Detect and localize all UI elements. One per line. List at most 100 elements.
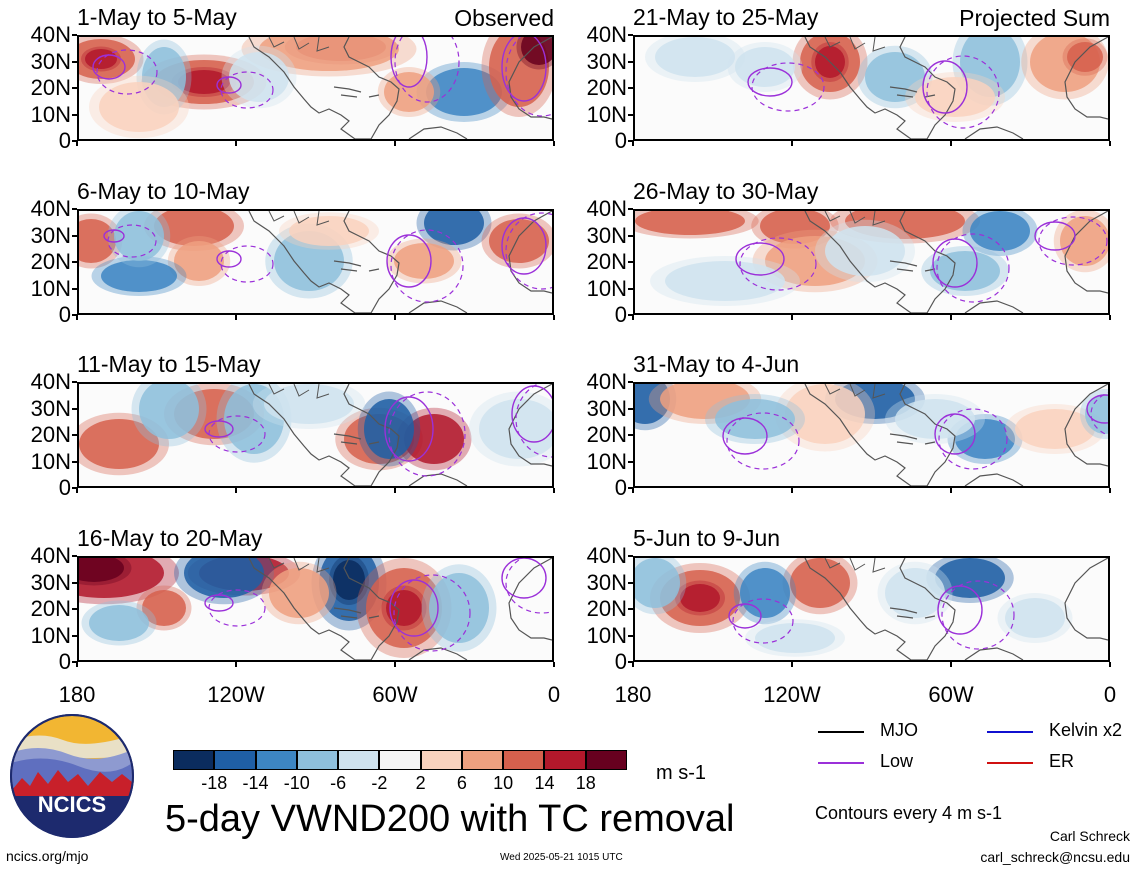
legend-label: Low: [880, 751, 914, 771]
y-tick: [628, 460, 633, 463]
x-tick: [1109, 488, 1111, 493]
x-tick: [791, 662, 793, 667]
y-tick-label: 10N: [586, 101, 627, 127]
y-tick-label: 10N: [30, 622, 71, 648]
y-tick: [72, 460, 77, 463]
colorbar-label: -10: [283, 773, 310, 793]
x-tick: [553, 662, 555, 667]
colorbar-swatch: [296, 750, 339, 770]
colorbar-label: -18: [201, 773, 228, 793]
x-tick: [632, 662, 634, 667]
x-tick: [235, 662, 237, 667]
x-tick: [1109, 315, 1111, 320]
map-panel: [77, 556, 554, 662]
x-tick: [76, 141, 78, 146]
colorbar-label: -14: [242, 773, 269, 793]
y-tick-label: 40N: [586, 22, 627, 47]
y-tick-label: 20N: [30, 596, 71, 621]
x-tick: [950, 141, 952, 146]
y-tick-label: 0: [614, 475, 627, 500]
y-tick: [72, 34, 77, 36]
colorbar-swatch: [255, 750, 297, 770]
y-tick-label: 10N: [30, 275, 71, 301]
colorbar-swatch: [379, 750, 421, 770]
x-tick: [394, 488, 396, 493]
x-tick: [950, 488, 952, 493]
x-tick: [394, 315, 396, 320]
y-tick-label: 40N: [586, 369, 627, 394]
y-tick-label: 20N: [586, 422, 627, 447]
y-tick: [72, 381, 77, 383]
y-tick-label: 40N: [30, 369, 71, 394]
y-tick: [628, 113, 633, 116]
panel-tag: Projected Sum: [959, 5, 1110, 31]
panel-title: 16-May to 20-May: [77, 525, 263, 551]
x-tick: [791, 488, 793, 493]
y-tick-label: 20N: [30, 422, 71, 447]
y-tick: [72, 634, 77, 637]
y-tick: [72, 608, 77, 610]
main-title: 5-day VWND200 with TC removal: [165, 798, 735, 840]
x-tick: [1109, 662, 1111, 667]
legend-label: MJO: [880, 720, 918, 740]
x-tick-label: 180: [58, 682, 96, 707]
y-tick: [628, 87, 633, 89]
y-tick: [628, 208, 633, 210]
colorbar-swatch: [173, 750, 215, 770]
x-tick-label: 0: [1103, 682, 1117, 707]
y-tick: [72, 113, 77, 116]
y-tick-label: 0: [58, 649, 71, 674]
colorbar-label: 10: [493, 773, 514, 793]
y-tick-label: 0: [58, 128, 71, 153]
y-tick-label: 40N: [586, 196, 627, 221]
y-tick-label: 20N: [586, 249, 627, 274]
x-tick: [394, 141, 396, 146]
y-tick-label: 40N: [586, 543, 627, 568]
y-tick-label: 30N: [586, 48, 627, 74]
x-tick-label: 60W: [928, 682, 974, 707]
y-tick: [72, 314, 77, 316]
legend-line: [987, 731, 1033, 733]
y-tick: [72, 555, 77, 557]
y-tick: [628, 60, 633, 63]
y-tick: [628, 314, 633, 316]
y-tick: [628, 661, 633, 663]
y-tick-label: 0: [614, 649, 627, 674]
colorbar-label: 14: [534, 773, 555, 793]
legend-line: [987, 762, 1033, 764]
map-panel: [77, 35, 554, 141]
y-tick: [72, 487, 77, 489]
panel-title: 1-May to 5-May: [77, 4, 237, 30]
y-tick: [72, 261, 77, 263]
colorbar-swatch: [420, 750, 462, 770]
y-tick-label: 40N: [30, 196, 71, 221]
y-tick: [72, 287, 77, 290]
footer-timestamp: Wed 2025-05-21 1015 UTC: [500, 852, 623, 863]
y-tick-label: 30N: [586, 395, 627, 421]
y-tick: [628, 555, 633, 557]
y-tick-label: 30N: [30, 222, 71, 248]
colorbar-label: -2: [371, 773, 388, 793]
panel-title: 5-Jun to 9-Jun: [633, 525, 781, 551]
y-tick: [628, 140, 633, 142]
colorbar-label: 18: [575, 773, 596, 793]
x-tick: [235, 141, 237, 146]
panel-title: 26-May to 30-May: [633, 178, 819, 204]
y-tick-label: 10N: [586, 622, 627, 648]
y-tick: [628, 434, 633, 436]
x-tick: [791, 315, 793, 320]
colorbar-swatch: [503, 750, 545, 770]
x-tick: [791, 141, 793, 146]
y-tick: [72, 434, 77, 436]
y-tick: [628, 634, 633, 637]
panel-tag: Observed: [454, 5, 554, 31]
y-tick-label: 0: [58, 302, 71, 327]
x-tick: [235, 315, 237, 320]
contours-note: Contours every 4 m s-1: [815, 803, 1003, 823]
y-tick: [628, 34, 633, 36]
y-tick: [628, 581, 633, 584]
ncics-logo: NCICS: [8, 712, 136, 840]
y-tick-label: 10N: [30, 101, 71, 127]
y-tick-label: 30N: [586, 222, 627, 248]
x-tick: [394, 662, 396, 667]
